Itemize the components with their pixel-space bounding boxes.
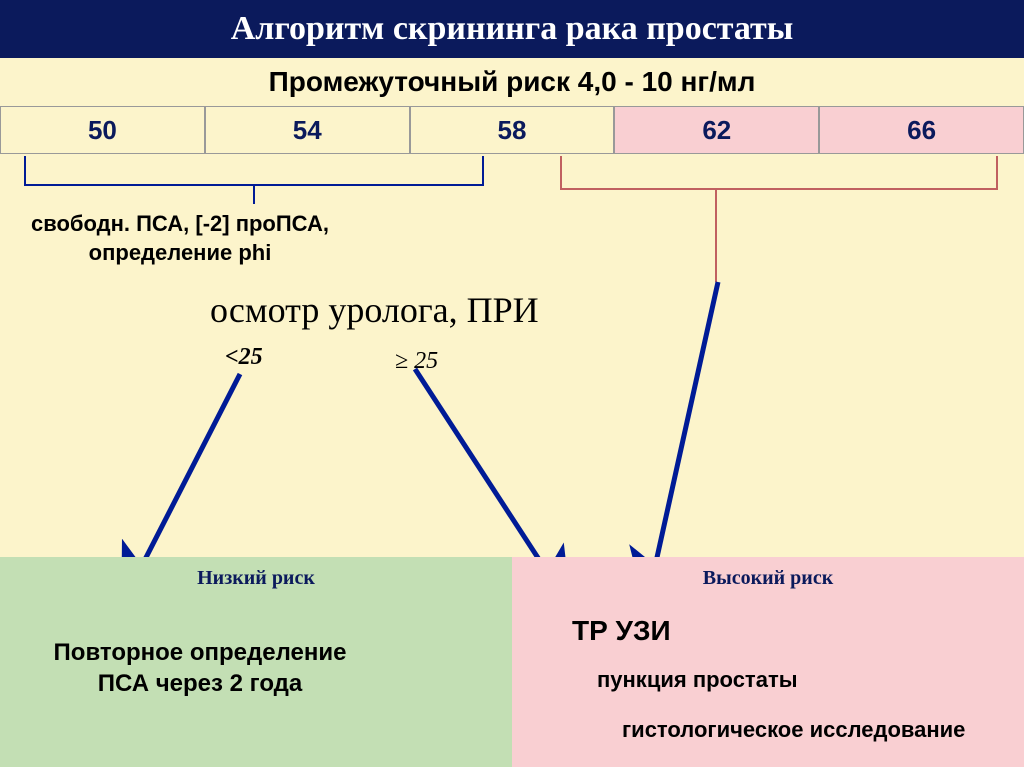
high-histology-text: гистологическое исследование [622, 717, 965, 742]
low-risk-title-text: Низкий риск [197, 567, 315, 589]
high-truzi: ТР УЗИ [572, 615, 671, 647]
high-histology: гистологическое исследование [622, 717, 965, 743]
bracket-right [560, 156, 998, 190]
age-cell-66: 66 [819, 106, 1024, 154]
exam-label: осмотр уролога, ПРИ [210, 289, 539, 331]
arrow-from-right-bracket [640, 282, 780, 592]
high-puncture: пункция простаты [597, 667, 798, 693]
age-62: 62 [702, 115, 731, 146]
high-risk-title-text: Высокий риск [703, 567, 833, 589]
age-cell-54: 54 [205, 106, 410, 154]
subheader-text: Промежуточный риск 4,0 - 10 нг/мл [269, 66, 756, 98]
age-66: 66 [907, 115, 936, 146]
bracket-left-tick [253, 186, 255, 204]
lt25-label: <25 [225, 344, 263, 371]
bottom-right-panel: Высокий риск ТР УЗИ пункция простаты гис… [512, 557, 1024, 767]
title-header: Алгоритм скрининга рака простаты [0, 0, 1024, 58]
bottom-left-panel: Низкий риск Повторное определение ПСА че… [0, 557, 512, 767]
high-risk-title: Высокий риск [512, 567, 1024, 590]
psa-label: свободн. ПСА, [-2] проПСА, определение p… [20, 210, 340, 267]
bracket-left [24, 156, 484, 186]
low-risk-text-content: Повторное определение ПСА через 2 года [54, 639, 347, 697]
mid-area: свободн. ПСА, [-2] проПСА, определение p… [0, 154, 1024, 557]
bracket-right-tick [715, 190, 717, 282]
age-cell-58: 58 [410, 106, 615, 154]
high-truzi-text: ТР УЗИ [572, 615, 671, 646]
bottom-area: Низкий риск Повторное определение ПСА че… [0, 557, 1024, 767]
subheader: Промежуточный риск 4,0 - 10 нг/мл [0, 58, 1024, 106]
title-text: Алгоритм скрининга рака простаты [231, 10, 794, 48]
age-54: 54 [293, 115, 322, 146]
exam-label-text: осмотр уролога, ПРИ [210, 290, 539, 330]
low-risk-text: Повторное определение ПСА через 2 года [40, 637, 360, 699]
high-puncture-text: пункция простаты [597, 667, 798, 692]
age-cell-62: 62 [614, 106, 819, 154]
age-58: 58 [498, 115, 527, 146]
age-row: 50 54 58 62 66 [0, 106, 1024, 154]
age-cell-50: 50 [0, 106, 205, 154]
age-50: 50 [88, 115, 117, 146]
psa-label-text: свободн. ПСА, [-2] проПСА, определение p… [31, 211, 329, 265]
low-risk-title: Низкий риск [0, 567, 512, 590]
lt25-text: <25 [225, 344, 263, 370]
